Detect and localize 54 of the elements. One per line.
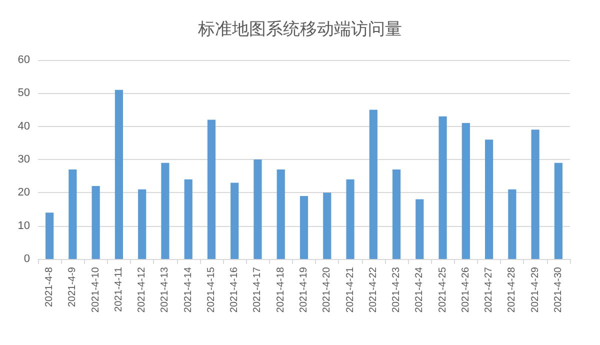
bar [161, 162, 170, 259]
bar [276, 169, 285, 259]
bar [46, 212, 54, 259]
x-tick-label: 2021-4-11 [113, 266, 124, 312]
bar [230, 182, 239, 259]
bar [92, 186, 100, 259]
bar [416, 199, 424, 259]
x-tick-label: 2021-4-27 [484, 266, 495, 313]
x-tick-label: 2021-4-20 [322, 266, 333, 313]
x-tick-label: 2021-4-29 [530, 266, 541, 313]
x-tick-label: 2021-4-22 [368, 266, 379, 313]
x-tick-label: 2021-4-12 [136, 266, 148, 313]
x-tick-label: 2021-4-23 [391, 266, 402, 313]
bar [300, 196, 308, 259]
bar [484, 140, 494, 259]
x-tick-label: 2021-4-30 [552, 266, 564, 313]
x-tick-label: 2021-4-8 [44, 266, 56, 308]
x-tick-label: 2021-4-9 [67, 266, 78, 308]
bar [323, 192, 332, 259]
bar [114, 90, 124, 259]
y-tick-label: 10 [18, 220, 30, 232]
bar [369, 110, 378, 259]
x-tick-label: 2021-4-24 [414, 266, 426, 313]
x-tick-label: 2021-4-28 [506, 266, 518, 313]
y-tick-label: 20 [18, 186, 30, 199]
x-tick-label: 2021-4-21 [344, 266, 356, 313]
x-tick-label: 2021-4-17 [252, 266, 264, 313]
x-tick-label: 2021-4-26 [460, 266, 472, 313]
bar [531, 130, 540, 259]
y-tick-label: 60 [18, 54, 30, 66]
x-tick-label: 2021-4-10 [90, 266, 102, 313]
bar [184, 179, 192, 259]
bar [392, 169, 401, 259]
chart-title: 标准地图系统移动端访问量 [197, 20, 402, 40]
x-tick-label: 2021-4-19 [298, 266, 310, 313]
bar [462, 123, 470, 259]
x-tick-label: 2021-4-25 [437, 266, 448, 313]
x-tick-label: 2021-4-14 [182, 266, 194, 313]
y-tick-label: 50 [18, 87, 30, 100]
x-tick-label: 2021-4-16 [229, 266, 240, 313]
x-tick-label: 2021-4-13 [160, 266, 171, 313]
y-tick-label: 30 [18, 154, 30, 166]
bar [254, 160, 262, 259]
x-tick-label: 2021-4-15 [206, 266, 217, 313]
bar [508, 189, 516, 259]
bar [138, 189, 146, 259]
bar [207, 120, 216, 259]
bar [554, 162, 562, 259]
y-tick-label: 0 [24, 253, 30, 265]
x-tick-label: 2021-4-18 [275, 266, 286, 313]
bar [438, 116, 447, 259]
bar [68, 169, 77, 259]
bar [346, 179, 354, 259]
y-tick-label: 40 [18, 120, 30, 132]
